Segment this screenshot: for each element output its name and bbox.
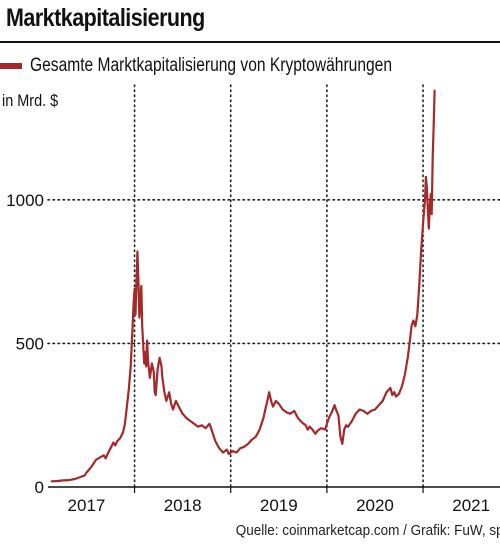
- legend-swatch: [0, 63, 22, 69]
- series-layer: [50, 89, 436, 483]
- title-rule: [0, 41, 500, 43]
- y-tick-label: 0: [35, 478, 44, 497]
- source-note: Quelle: coinmarketcap.com / Grafik: FuW,…: [236, 522, 500, 539]
- x-tick-label: 2018: [164, 496, 202, 515]
- x-tick-label: 2017: [68, 496, 106, 515]
- x-tick-label: 2021: [452, 496, 490, 515]
- x-tick-label: 2020: [356, 496, 394, 515]
- axis-layer: 0 500 1000 2017 2018 2019 2020 2021: [6, 191, 500, 515]
- x-tick-label: 2019: [260, 496, 298, 515]
- y-axis-unit-label: in Mrd. $: [2, 91, 59, 110]
- page-title: Marktkapitalisierung: [6, 4, 205, 32]
- legend-label: Gesamte Marktkapitalisierung von Kryptow…: [30, 55, 392, 76]
- series-line: [50, 89, 436, 483]
- y-tick-label: 500: [16, 334, 44, 353]
- legend: Gesamte Marktkapitalisierung von Kryptow…: [0, 52, 471, 80]
- y-tick-label: 1000: [6, 191, 44, 210]
